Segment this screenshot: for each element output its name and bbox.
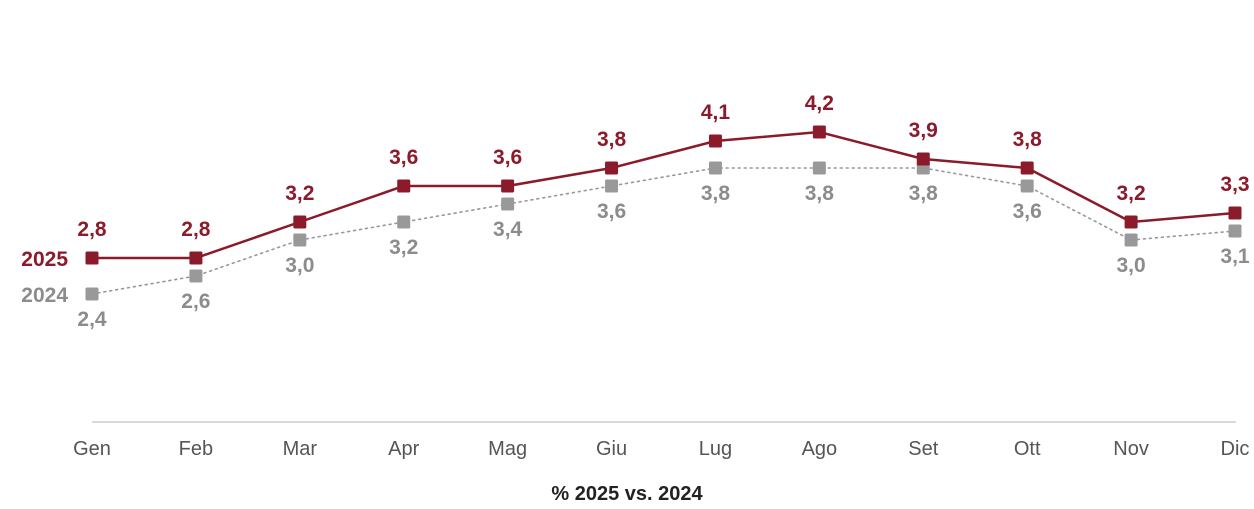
data-point-2024-Ago [812, 161, 826, 175]
x-tick-label-Mag: Mag [488, 438, 527, 460]
data-point-2025-Apr [397, 179, 411, 193]
data-label-2025-Gen: 2,8 [77, 218, 107, 241]
data-label-2025-Lug: 4,1 [701, 101, 731, 124]
x-tick-label-Nov: Nov [1113, 438, 1149, 460]
legend-label-2025: 2025 [21, 248, 68, 271]
data-point-2024-Gen [85, 287, 99, 301]
data-label-2025-Nov: 3,2 [1116, 182, 1145, 205]
data-point-2025-Mar [293, 215, 307, 229]
data-point-2024-Giu [605, 179, 619, 193]
data-point-2025-Nov [1124, 215, 1138, 229]
data-label-2025-Apr: 3,6 [389, 146, 418, 169]
data-label-2024-Apr: 3,2 [389, 236, 418, 259]
data-label-2024-Dic: 3,1 [1220, 245, 1250, 268]
x-tick-label-Apr: Apr [388, 438, 419, 460]
data-label-2025-Feb: 2,8 [181, 218, 211, 241]
data-label-2024-Mag: 3,4 [493, 218, 523, 241]
data-point-2024-Mag [501, 197, 515, 211]
data-point-2024-Dic [1228, 224, 1242, 238]
series-2025: 2,8 2,8 3,2 3,6 3,6 3,8 4,1 4,2 3,9 3,8 3,2 3,3 2025 [21, 92, 1249, 271]
x-tick-label-Gen: Gen [73, 438, 111, 460]
data-point-2025-Ago [812, 125, 826, 139]
data-label-2025-Mag: 3,6 [493, 146, 522, 169]
data-label-2024-Gen: 2,4 [77, 308, 107, 331]
x-tick-label-Ott: Ott [1014, 438, 1041, 460]
data-point-2024-Nov [1124, 233, 1138, 247]
x-tick-label-Dic: Dic [1221, 438, 1250, 460]
data-label-2024-Nov: 3,0 [1116, 254, 1145, 277]
data-label-2024-Giu: 3,6 [597, 200, 626, 223]
data-label-2024-Mar: 3,0 [285, 254, 314, 277]
data-point-2024-Mar [293, 233, 307, 247]
data-label-2025-Ott: 3,8 [1013, 128, 1043, 151]
data-point-2025-Lug [708, 134, 722, 148]
legend-label-2024: 2024 [21, 284, 68, 307]
data-label-2025-Mar: 3,2 [285, 182, 314, 205]
x-tick-label-Feb: Feb [179, 438, 213, 460]
data-point-2024-Feb [189, 269, 203, 283]
series-line-2025 [90, 130, 1237, 260]
data-point-2024-Lug [708, 161, 722, 175]
data-label-2025-Ago: 4,2 [805, 92, 834, 115]
data-label-2025-Dic: 3,3 [1220, 173, 1249, 196]
x-tick-label-Mar: Mar [283, 438, 318, 460]
data-label-2024-Feb: 2,6 [181, 290, 210, 313]
data-point-2025-Feb [189, 251, 203, 265]
data-point-2025-Set [916, 152, 930, 166]
data-point-2024-Ott [1020, 179, 1034, 193]
data-label-2024-Ott: 3,6 [1013, 200, 1042, 223]
x-tick-label-Giu: Giu [596, 438, 627, 460]
chart-subtitle: % 2025 vs. 2024 [551, 483, 703, 505]
data-point-2025-Giu [605, 161, 619, 175]
data-label-2024-Ago: 3,8 [805, 182, 835, 205]
x-tick-label-Lug: Lug [699, 438, 732, 460]
data-label-2024-Lug: 3,8 [701, 182, 731, 205]
data-label-2025-Giu: 3,8 [597, 128, 627, 151]
data-label-2024-Set: 3,8 [909, 182, 939, 205]
data-point-2025-Mag [501, 179, 515, 193]
x-tick-label-Ago: Ago [802, 438, 838, 460]
data-point-2025-Gen [85, 251, 99, 265]
data-point-2025-Dic [1228, 206, 1242, 220]
data-label-2025-Set: 3,9 [909, 119, 938, 142]
data-point-2025-Ott [1020, 161, 1034, 175]
x-tick-label-Set: Set [908, 438, 938, 460]
series-2024: 2,4 2,6 3,0 3,2 3,4 3,6 3,8 3,8 3,8 3,6 3,0 3,1 2024 [21, 161, 1250, 331]
data-point-2024-Apr [397, 215, 411, 229]
series-line-2024 [91, 167, 1236, 295]
